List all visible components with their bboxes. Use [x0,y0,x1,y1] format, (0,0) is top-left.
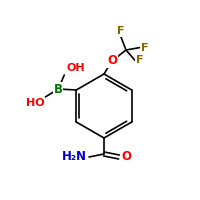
Text: HO: HO [26,98,44,108]
Text: B: B [54,83,63,96]
Text: F: F [136,55,144,65]
Text: OH: OH [66,63,85,73]
Text: O: O [121,151,131,164]
Text: F: F [117,26,125,36]
Text: H₂N: H₂N [62,151,87,164]
Text: O: O [107,54,117,68]
Text: F: F [141,43,148,53]
